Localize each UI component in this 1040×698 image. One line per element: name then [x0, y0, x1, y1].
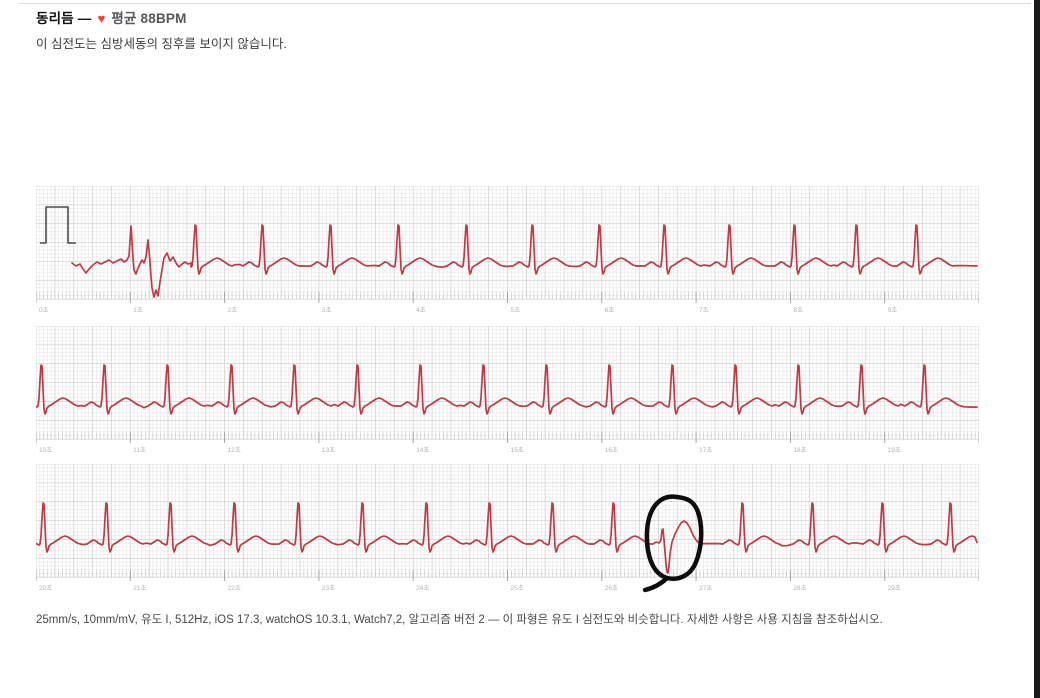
time-label: 18초 — [793, 447, 807, 454]
ecg-strip-2 — [36, 326, 979, 444]
time-label: 27초 — [699, 585, 713, 592]
time-label: 9초 — [887, 307, 898, 314]
time-label: 28초 — [793, 585, 807, 592]
time-label: 19초 — [887, 447, 901, 454]
ecg-strip-3 — [36, 464, 979, 582]
heart-icon: ♥ — [97, 11, 106, 26]
time-label: 15초 — [510, 447, 524, 454]
time-label: 1초 — [133, 307, 143, 314]
grid-major-lines — [36, 186, 979, 300]
time-label: 20초 — [39, 585, 53, 592]
ecg-strip-2-time-labels: 10초 11초 12초 13초 14초 15초 16초 17초 18초 19초 — [36, 445, 979, 457]
time-label: 8초 — [793, 307, 803, 314]
rhythm-classification-label: 동리듬 — — [36, 11, 92, 26]
ecg-waveform — [36, 364, 978, 415]
second-tick-marks — [36, 432, 979, 443]
recording-metadata-text: 25mm/s, 10mm/mV, 유도 I, 512Hz, iOS 17.3, … — [36, 614, 883, 626]
time-label: 25초 — [510, 585, 524, 592]
time-label: 29초 — [887, 585, 901, 592]
time-label: 5초 — [510, 307, 521, 314]
grid-major-lines — [36, 464, 979, 578]
second-tick-marks — [36, 292, 979, 303]
time-label: 23초 — [321, 585, 336, 592]
time-label: 17초 — [699, 447, 713, 454]
time-label: 21초 — [133, 585, 147, 592]
time-label: 4초 — [416, 307, 426, 314]
average-bpm-label: 평균 88BPM — [111, 11, 187, 26]
time-label: 26초 — [604, 585, 619, 592]
time-label: 3초 — [321, 307, 332, 314]
time-label: 24초 — [416, 585, 430, 592]
ecg-waveform — [36, 502, 978, 574]
ecg-strip-3-time-labels: 20초 21초 22초 23초 24초 25초 26초 27초 28초 29초 — [36, 583, 979, 595]
time-label: 7초 — [699, 307, 709, 314]
time-label: 6초 — [604, 307, 615, 314]
time-label: 10초 — [39, 447, 53, 454]
ruler-tick-band — [36, 292, 979, 300]
time-label: 11초 — [133, 447, 147, 454]
calibration-pulse — [40, 206, 76, 244]
time-label: 13초 — [321, 447, 336, 454]
page-title: 동리듬 — ♥ 평균 88BPM — [36, 7, 187, 27]
ecg-waveform — [71, 224, 978, 298]
window-edge-bar — [1034, 0, 1040, 698]
time-label: 22초 — [227, 585, 241, 592]
ecg-strip-1 — [36, 186, 979, 304]
second-tick-marks — [36, 570, 979, 581]
time-label: 16초 — [604, 447, 619, 454]
ecg-strip-1-time-labels: 0초 1초 2초 3초 4초 5초 6초 7초 8초 9초 — [36, 305, 979, 317]
time-label: 14초 — [416, 447, 430, 454]
time-label: 0초 — [39, 307, 49, 314]
ruler-tick-band — [36, 432, 979, 440]
time-label: 2초 — [227, 307, 238, 314]
afib-result-text: 이 심전도는 심방세동의 징후를 보이지 않습니다. — [36, 37, 287, 51]
time-label: 12초 — [227, 447, 241, 454]
top-divider — [19, 3, 1031, 4]
grid-major-lines — [36, 326, 979, 440]
